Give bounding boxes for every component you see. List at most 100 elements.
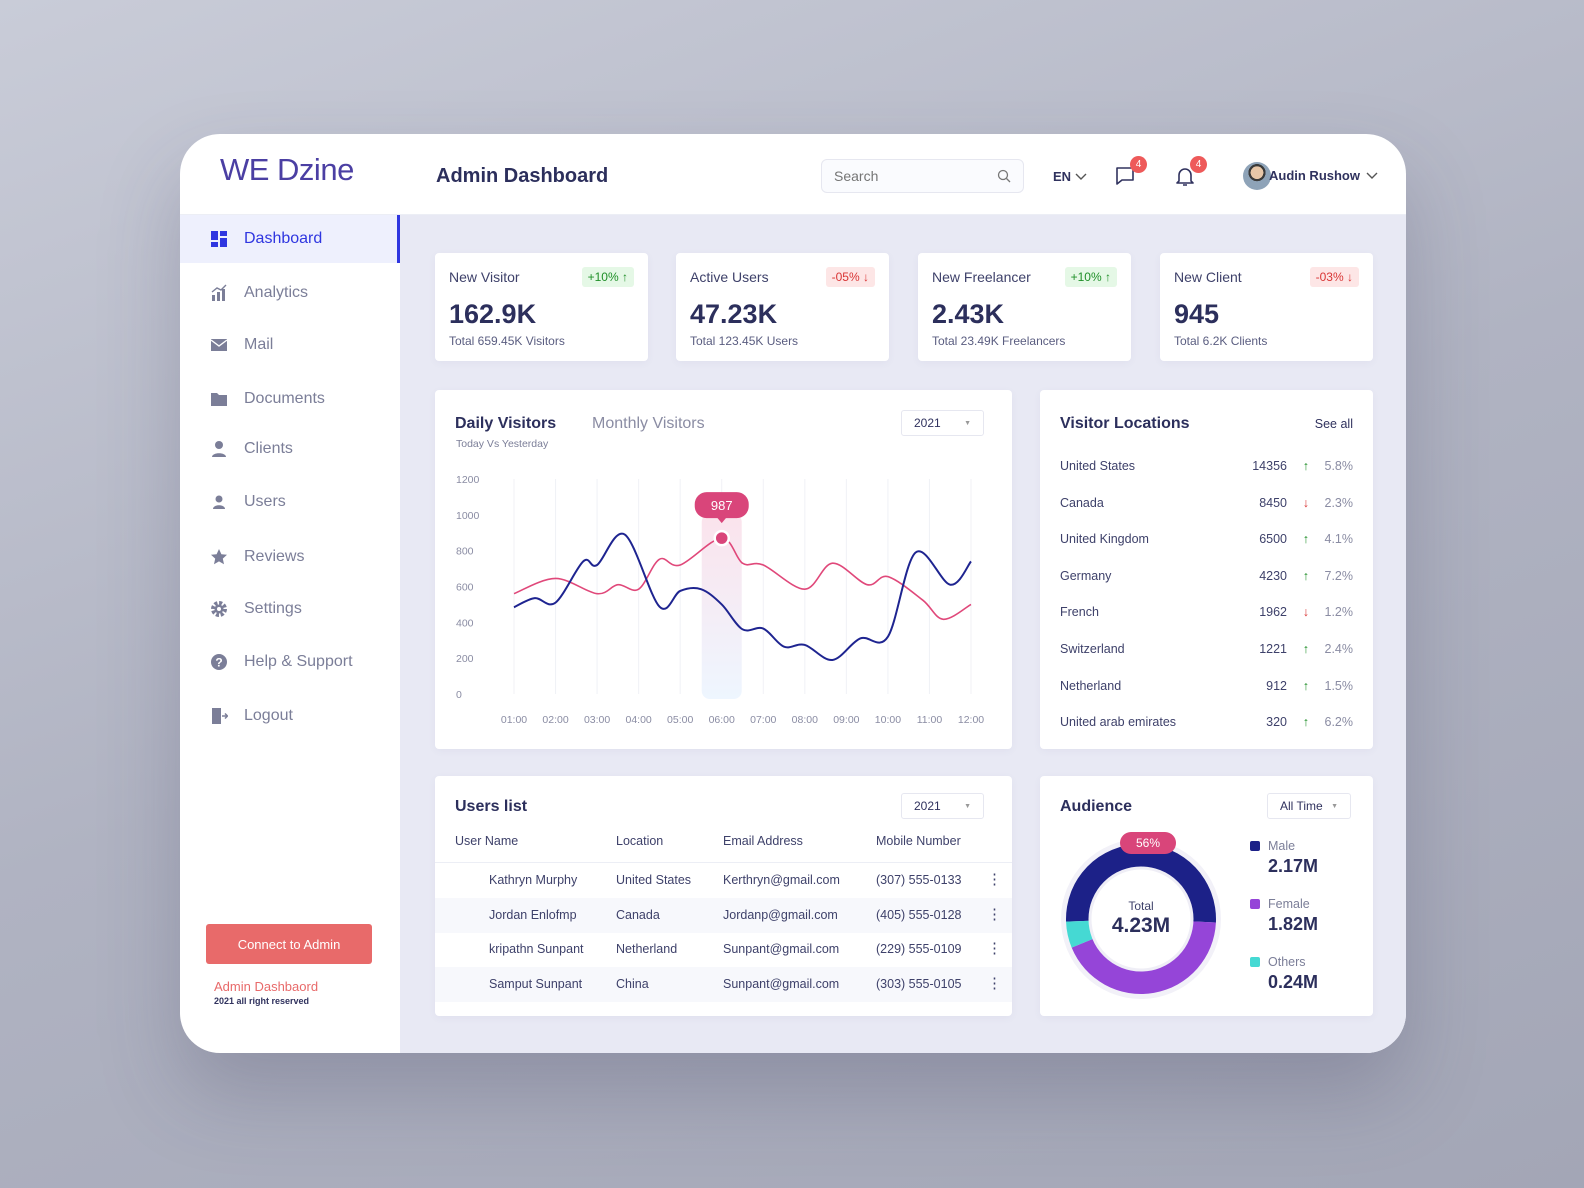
column-header-user-name[interactable]: User Name xyxy=(455,834,519,848)
logout-icon xyxy=(210,707,228,725)
see-all-link[interactable]: See all xyxy=(1314,417,1353,431)
sidebar-item-label: Logout xyxy=(244,707,293,724)
sidebar-item-label: Documents xyxy=(244,390,325,407)
sidebar-item-reviews[interactable]: Reviews xyxy=(180,533,400,581)
line-chart: 01:00 02:00 03:00 04:00 05:00 06:00 07:00 08:00… xyxy=(456,474,984,726)
change-value: +10% xyxy=(1070,270,1102,284)
user-icon xyxy=(210,493,228,511)
stat-card[interactable]: Active Users -05% ↓ 47.23K Total 123.45K Us… xyxy=(676,253,889,361)
change-percent: 5.8% xyxy=(1324,459,1354,473)
more-options-icon[interactable]: ⋮ xyxy=(987,905,1002,923)
location-row[interactable]: United arab emirates 320 ↑ 6.2% xyxy=(1060,715,1353,735)
location-row[interactable]: Canada 8450 ↓ 2.3% xyxy=(1060,496,1353,516)
caret-down-icon: ▼ xyxy=(964,802,971,810)
visitor-count: 6500 xyxy=(1259,532,1287,547)
tab-monthly-visitors[interactable]: Monthly Visitors xyxy=(592,415,705,432)
legend-value: 0.24M xyxy=(1268,972,1319,992)
location-row[interactable]: Switzerland 1221 ↑ 2.4% xyxy=(1060,642,1353,662)
sidebar-item-analytics[interactable]: Analytics xyxy=(180,269,400,317)
column-header-email[interactable]: Email Address xyxy=(723,834,803,848)
visitor-count: 1962 xyxy=(1259,605,1287,620)
sidebar-item-mail[interactable]: Mail xyxy=(180,321,400,369)
period-dropdown[interactable]: All Time ▼ xyxy=(1267,793,1351,819)
country-name: French xyxy=(1060,605,1099,620)
change-badge: -03% ↓ xyxy=(1309,267,1359,287)
change-percent: 2.4% xyxy=(1324,642,1354,656)
more-options-icon[interactable]: ⋮ xyxy=(987,940,1002,957)
country-name: United arab emirates xyxy=(1060,715,1177,730)
change-percent: 2.3% xyxy=(1324,495,1354,510)
sidebar-item-settings[interactable]: Settings xyxy=(180,585,400,633)
visitor-locations-card: Visitor Locations See all United States 1… xyxy=(1040,390,1373,749)
footer-copyright: 2021 all right reserved xyxy=(214,996,310,1006)
sidebar-item-clients[interactable]: Clients xyxy=(180,425,400,473)
location-row[interactable]: Germany 4230 ↑ 7.2% xyxy=(1060,569,1353,589)
messages-button[interactable]: 4 xyxy=(1113,156,1147,190)
x-tick-label: 08:00 xyxy=(792,714,818,726)
sidebar-item-help-support[interactable]: ? Help & Support xyxy=(180,638,400,686)
svg-text:?: ? xyxy=(215,656,222,670)
x-tick-label: 04:00 xyxy=(625,714,651,726)
mobile-cell: (307) 555-0133 xyxy=(876,873,962,887)
donut-chart xyxy=(1061,839,1221,999)
caret-down-icon: ▼ xyxy=(1331,802,1338,810)
sidebar-item-label: Analytics xyxy=(244,284,309,301)
country-name: Netherland xyxy=(1060,678,1122,693)
table-row[interactable]: kripathn Sunpant Netherland Sunpant@gmail.… xyxy=(435,932,1012,967)
location-row[interactable]: United Kingdom 6500 ↑ 4.1% xyxy=(1060,532,1353,552)
search-input[interactable] xyxy=(834,168,984,184)
language-select[interactable]: EN xyxy=(1053,169,1087,184)
tooltip-value: 987 xyxy=(711,498,733,513)
location-row[interactable]: French 1962 ↓ 1.2% xyxy=(1060,605,1353,625)
location-row[interactable]: United States 14356 ↑ 5.8% xyxy=(1060,459,1353,479)
legend-label: Male xyxy=(1268,839,1296,853)
sidebar-item-documents[interactable]: Documents xyxy=(180,375,400,423)
period-value: All Time xyxy=(1280,799,1323,813)
location-row[interactable]: Netherland 912 ↑ 1.5% xyxy=(1060,679,1353,699)
user-name-cell: Kathryn Murphy xyxy=(489,873,578,887)
stat-card[interactable]: New Client -03% ↓ 945 Total 6.2K Clients xyxy=(1160,253,1373,361)
table-row[interactable]: Kathryn Murphy United States Kerthryn@gmai… xyxy=(435,863,1012,898)
visitor-count: 14356 xyxy=(1252,459,1287,473)
arrow-down-icon: ↓ xyxy=(1302,495,1309,510)
stat-subtext: Total 123.45K Users xyxy=(690,334,799,348)
sidebar-item-logout[interactable]: Logout xyxy=(180,692,400,740)
column-header-location[interactable]: Location xyxy=(616,834,664,848)
legend-value: 1.82M xyxy=(1268,914,1319,934)
year-dropdown[interactable]: 2021 ▼ xyxy=(901,410,984,436)
table-row[interactable]: Jordan Enlofmp Canada Jordanp@gmail.com (40… xyxy=(435,897,1012,933)
mail-icon xyxy=(210,336,228,354)
users-year-dropdown[interactable]: 2021 ▼ xyxy=(901,793,984,819)
stat-card[interactable]: New Visitor +10% ↑ 162.9K Total 659.45K Vis… xyxy=(435,253,648,361)
table-row[interactable]: Samput Sunpant China Sunpant@gmail.com (303… xyxy=(435,966,1012,1002)
sidebar-item-users[interactable]: Users xyxy=(180,478,400,526)
stat-value: 2.43K xyxy=(932,299,1005,329)
logo[interactable]: WE Dzine xyxy=(220,152,354,187)
column-header-mobile[interactable]: Mobile Number xyxy=(876,834,961,848)
more-options-icon[interactable]: ⋮ xyxy=(987,871,1002,888)
stat-label: New Client xyxy=(1174,269,1242,285)
notifications-badge: 4 xyxy=(1190,156,1207,173)
sidebar-item-label: Reviews xyxy=(244,548,305,565)
connect-to-admin-button[interactable]: Connect to Admin xyxy=(206,924,372,964)
avatar[interactable] xyxy=(1243,162,1271,190)
arrow-up-icon: ↑ xyxy=(1302,642,1309,656)
sidebar-item-dashboard[interactable]: Dashboard xyxy=(180,215,400,263)
tab-daily-visitors[interactable]: Daily Visitors xyxy=(455,415,557,432)
search-icon[interactable] xyxy=(997,169,1011,183)
user-name-cell: Samput Sunpant xyxy=(489,976,583,991)
location-cell: Canada xyxy=(616,907,660,922)
user-menu[interactable]: Audin Rushow xyxy=(1269,168,1378,183)
stat-subtext: Total 659.45K Visitors xyxy=(449,334,565,348)
sidebar-item-label: Settings xyxy=(244,600,302,617)
search-box[interactable] xyxy=(821,159,1024,193)
visitor-count: 8450 xyxy=(1259,495,1287,510)
stat-card[interactable]: New Freelancer +10% ↑ 2.43K Total 23.49K Fr… xyxy=(918,253,1131,361)
donut-slice-male xyxy=(1066,844,1216,923)
dashboard-icon xyxy=(210,230,228,248)
sidebar-item-label: Clients xyxy=(244,440,293,457)
more-options-icon[interactable]: ⋮ xyxy=(987,974,1002,992)
legend-value: 2.17M xyxy=(1268,856,1319,876)
email-cell: Kerthryn@gmail.com xyxy=(723,873,840,887)
notifications-button[interactable]: 4 xyxy=(1173,156,1207,190)
